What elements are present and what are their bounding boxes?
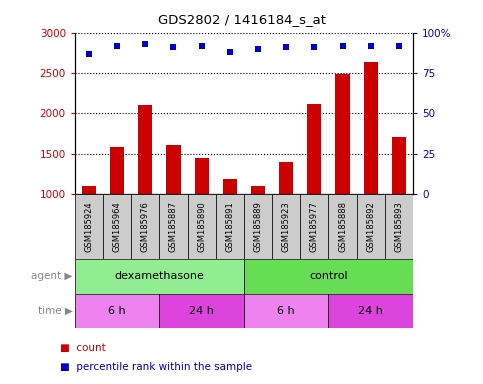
Text: 6 h: 6 h — [108, 306, 126, 316]
Text: GSM185891: GSM185891 — [226, 201, 234, 252]
Bar — [328, 294, 413, 328]
Bar — [75, 294, 159, 328]
Text: control: control — [309, 271, 348, 281]
Text: GSM185893: GSM185893 — [395, 201, 403, 252]
Bar — [187, 194, 216, 259]
Text: GSM185977: GSM185977 — [310, 201, 319, 252]
Text: GSM185887: GSM185887 — [169, 201, 178, 252]
Point — [226, 49, 234, 55]
Bar — [279, 162, 293, 275]
Point — [170, 44, 177, 50]
Point — [254, 46, 262, 52]
Text: 24 h: 24 h — [358, 306, 383, 316]
Text: dexamethasone: dexamethasone — [114, 271, 204, 281]
Bar — [244, 294, 328, 328]
Point — [311, 44, 318, 50]
Bar — [159, 294, 244, 328]
Bar — [195, 159, 209, 275]
Bar — [392, 137, 406, 275]
Text: GSM185888: GSM185888 — [338, 201, 347, 252]
Point — [339, 43, 346, 49]
Point — [85, 51, 93, 57]
Text: GSM185964: GSM185964 — [113, 201, 122, 252]
Bar — [223, 179, 237, 275]
Text: GDS2802 / 1416184_s_at: GDS2802 / 1416184_s_at — [157, 13, 326, 26]
Point — [113, 43, 121, 49]
Text: GSM185923: GSM185923 — [282, 201, 291, 252]
Text: ■  percentile rank within the sample: ■ percentile rank within the sample — [60, 362, 253, 372]
Bar — [385, 194, 413, 259]
Text: GSM185924: GSM185924 — [85, 201, 93, 252]
Bar — [159, 194, 187, 259]
Bar — [244, 259, 413, 294]
Bar — [364, 62, 378, 275]
Text: GSM185976: GSM185976 — [141, 201, 150, 252]
Text: GSM185890: GSM185890 — [197, 201, 206, 252]
Bar — [356, 194, 385, 259]
Text: 6 h: 6 h — [277, 306, 295, 316]
Bar — [110, 147, 124, 275]
Text: agent ▶: agent ▶ — [31, 271, 72, 281]
Bar — [82, 186, 96, 275]
Bar — [272, 194, 300, 259]
Bar — [216, 194, 244, 259]
Bar — [244, 194, 272, 259]
Text: time ▶: time ▶ — [38, 306, 72, 316]
Text: GSM185892: GSM185892 — [366, 201, 375, 252]
Bar — [75, 259, 244, 294]
Bar — [300, 194, 328, 259]
Text: ■  count: ■ count — [60, 343, 106, 353]
Bar — [336, 74, 350, 275]
Point — [282, 44, 290, 50]
Point — [142, 41, 149, 47]
Bar — [307, 104, 321, 275]
Point — [395, 43, 403, 49]
Point — [198, 43, 206, 49]
Bar — [328, 194, 356, 259]
Bar — [167, 145, 181, 275]
Point — [367, 43, 375, 49]
Bar — [131, 194, 159, 259]
Bar — [75, 194, 103, 259]
Bar — [251, 186, 265, 275]
Text: 24 h: 24 h — [189, 306, 214, 316]
Bar — [138, 105, 152, 275]
Text: GSM185889: GSM185889 — [254, 201, 262, 252]
Bar — [103, 194, 131, 259]
